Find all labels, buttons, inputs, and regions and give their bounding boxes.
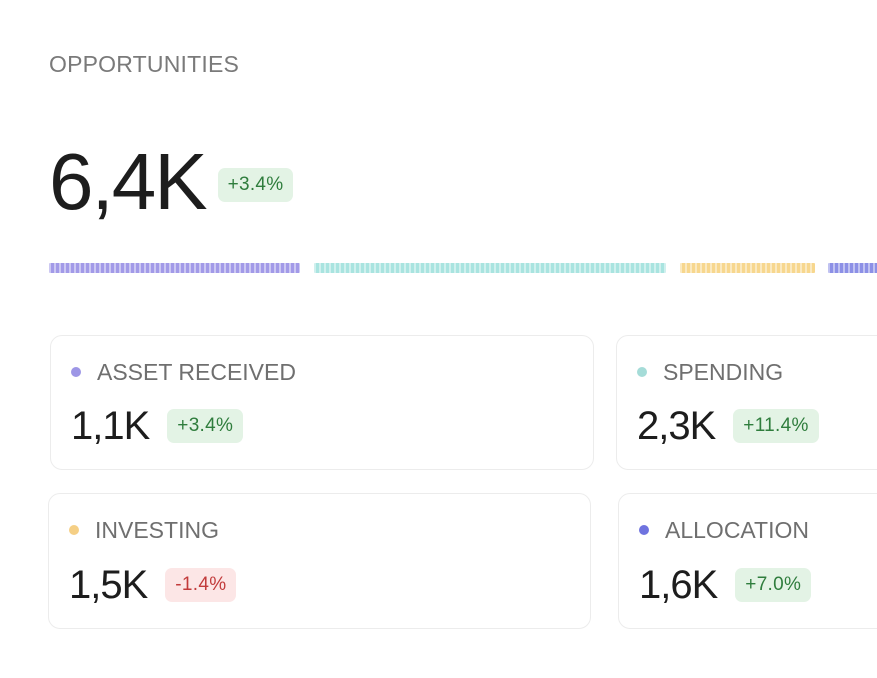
distribution-segment-investing <box>680 263 815 273</box>
total-change-badge: +3.4% <box>217 168 294 202</box>
card-change-badge: +7.0% <box>735 568 812 602</box>
card-value-row: 1,6K +7.0% <box>639 563 812 607</box>
card-label-text: ASSET RECEIVED <box>97 359 296 385</box>
distribution-segment-asset-received <box>49 263 300 273</box>
distribution-segment-allocation <box>828 263 877 273</box>
legend-dot-icon <box>69 525 79 535</box>
card-value: 1,6K <box>639 563 718 607</box>
card-label: INVESTING <box>69 516 219 544</box>
card-value: 1,1K <box>71 404 150 448</box>
card-label: ASSET RECEIVED <box>71 358 296 386</box>
card-label-text: INVESTING <box>95 517 219 543</box>
card-label-text: SPENDING <box>663 359 784 385</box>
section-title: OPPORTUNITIES <box>49 51 240 77</box>
metric-card-asset-received[interactable]: ASSET RECEIVED 1,1K +3.4% <box>50 335 594 470</box>
metric-card-investing[interactable]: INVESTING 1,5K -1.4% <box>48 493 591 629</box>
card-label: SPENDING <box>637 358 783 386</box>
legend-dot-icon <box>637 367 647 377</box>
card-value-row: 2,3K +11.4% <box>637 404 819 448</box>
card-change-badge: +11.4% <box>733 409 819 443</box>
legend-dot-icon <box>639 525 649 535</box>
card-label: ALLOCATION <box>639 516 809 544</box>
card-change-badge: +3.4% <box>167 409 244 443</box>
total-value: 6,4K <box>49 137 208 226</box>
card-value-row: 1,5K -1.4% <box>69 563 237 607</box>
distribution-segment-spending <box>314 263 666 273</box>
metric-card-allocation[interactable]: ALLOCATION 1,6K +7.0% <box>618 493 877 629</box>
legend-dot-icon <box>71 367 81 377</box>
card-value: 2,3K <box>637 404 716 448</box>
total-summary: 6,4K +3.4% <box>49 137 294 226</box>
card-label-text: ALLOCATION <box>665 517 809 543</box>
card-value: 1,5K <box>69 563 148 607</box>
card-change-badge: -1.4% <box>165 568 237 602</box>
metric-card-spending[interactable]: SPENDING 2,3K +11.4% <box>616 335 877 470</box>
card-value-row: 1,1K +3.4% <box>71 404 244 448</box>
